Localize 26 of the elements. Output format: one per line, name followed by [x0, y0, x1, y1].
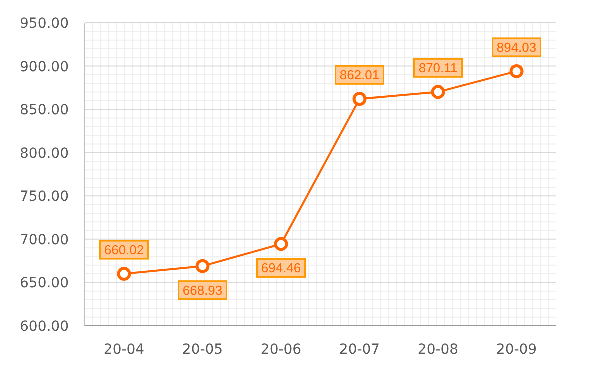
x-tick-label: 20-06: [260, 342, 302, 358]
point: [117, 267, 132, 282]
y-tick-label: 650.00: [20, 276, 69, 292]
y-tick-label: 850.00: [20, 102, 69, 119]
point: [196, 259, 210, 274]
x-tick-label: 20-05: [182, 342, 224, 358]
x-tick-label: 20-09: [496, 342, 538, 358]
point: [274, 237, 288, 252]
x-tick-label: 20-04: [104, 342, 145, 358]
point: [352, 92, 367, 106]
x-tick-label: 20-08: [418, 342, 459, 358]
y-tick-label: 700.00: [20, 232, 69, 248]
data-label: 694.46: [261, 260, 302, 276]
y-tick-label: 600.00: [20, 319, 69, 335]
y-tick-label: 750.00: [20, 189, 69, 206]
data-label: 668.93: [182, 282, 223, 298]
data-label: 862.01: [340, 68, 380, 83]
data-label: 660.02: [104, 242, 144, 258]
data-label: 894.03: [496, 40, 537, 55]
y-tick-label: 800.00: [20, 146, 69, 162]
y-tick-label: 950.00: [20, 16, 69, 32]
data-label: 870.11: [418, 60, 458, 76]
point: [510, 64, 524, 78]
point: [431, 85, 446, 100]
y-tick-label: 900.00: [20, 59, 69, 76]
x-tick-label: 20-07: [339, 342, 380, 358]
